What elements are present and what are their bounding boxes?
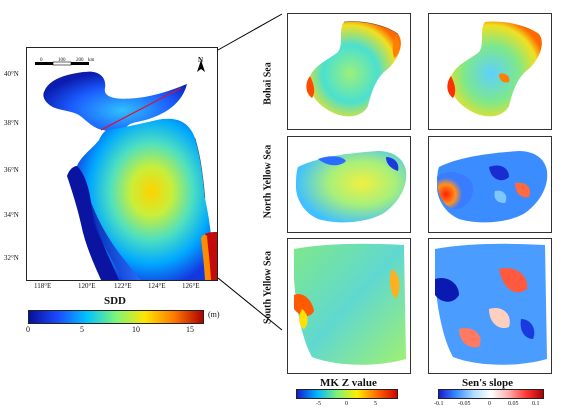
sdd-tick-5: 5 xyxy=(80,325,84,334)
main-sdd-map xyxy=(26,47,218,281)
lon-tick-118: 118°E xyxy=(34,282,52,290)
coastal-turbid-shape xyxy=(67,166,119,280)
sen-tick-0: 0 xyxy=(488,401,491,407)
bohai-sea-shape xyxy=(43,71,187,137)
lat-tick-34: 34°N xyxy=(4,211,19,219)
sdd-colorbar-title: SDD xyxy=(104,295,127,307)
row-label-south-yellow: South Yellow Sea xyxy=(262,251,274,324)
sen-tick-0.1: 0.1 xyxy=(532,401,540,407)
row-label-north-yellow: North Yellow Sea xyxy=(262,144,274,219)
north-yellow-mk-panel xyxy=(287,136,411,233)
north-label: N xyxy=(198,56,204,64)
lon-tick-120: 120°E xyxy=(78,282,96,290)
lat-tick-38: 38°N xyxy=(4,119,19,127)
sen-tick-neg0.1: -0.1 xyxy=(434,401,444,407)
sdd-unit: (m) xyxy=(208,310,220,319)
sen-tick-0.05: 0.05 xyxy=(508,401,519,407)
sdd-tick-0: 0 xyxy=(26,325,30,334)
mk-colorbar xyxy=(296,389,398,399)
mk-tick-5: 5 xyxy=(374,401,377,407)
sdd-tick-15: 15 xyxy=(186,325,194,334)
main-map-svg xyxy=(35,60,217,280)
scale-bar-tick-0: 0 xyxy=(40,58,43,63)
row-label-bohai: Bohai Sea xyxy=(262,62,274,105)
lon-tick-126: 126°E xyxy=(182,282,200,290)
sdd-colorbar xyxy=(28,310,204,324)
sdd-tick-10: 10 xyxy=(132,325,140,334)
lat-tick-40: 40°N xyxy=(4,70,19,78)
korea-coast-shape xyxy=(205,232,217,280)
mk-tick-neg5: -5 xyxy=(316,401,321,407)
north-arrow-icon xyxy=(197,60,205,72)
lat-tick-32: 32°N xyxy=(4,254,19,262)
mk-tick-0: 0 xyxy=(345,401,348,407)
lon-tick-124: 124°E xyxy=(148,282,166,290)
lat-tick-36: 36°N xyxy=(4,166,19,174)
sen-colorbar-title: Sen's slope xyxy=(462,377,514,389)
sen-colorbar xyxy=(438,389,544,399)
mk-colorbar-title: MK Z value xyxy=(320,377,377,389)
scale-bar-unit: km xyxy=(88,58,95,63)
yellow-sea-shape xyxy=(75,118,213,280)
sen-tick-neg0.05: -0.05 xyxy=(458,401,471,407)
lon-tick-122: 122°E xyxy=(114,282,132,290)
scale-bar-tick-100: 100 xyxy=(58,58,66,63)
scale-bar-tick-200: 200 xyxy=(76,58,84,63)
bohai-boundary-line xyxy=(100,87,182,131)
bohai-sen-panel xyxy=(428,13,552,130)
scale-bar xyxy=(35,61,89,66)
south-yellow-mk-panel xyxy=(287,238,411,374)
south-yellow-sen-panel xyxy=(428,238,552,374)
bohai-mk-panel xyxy=(287,13,411,130)
north-yellow-sen-panel xyxy=(428,136,552,233)
